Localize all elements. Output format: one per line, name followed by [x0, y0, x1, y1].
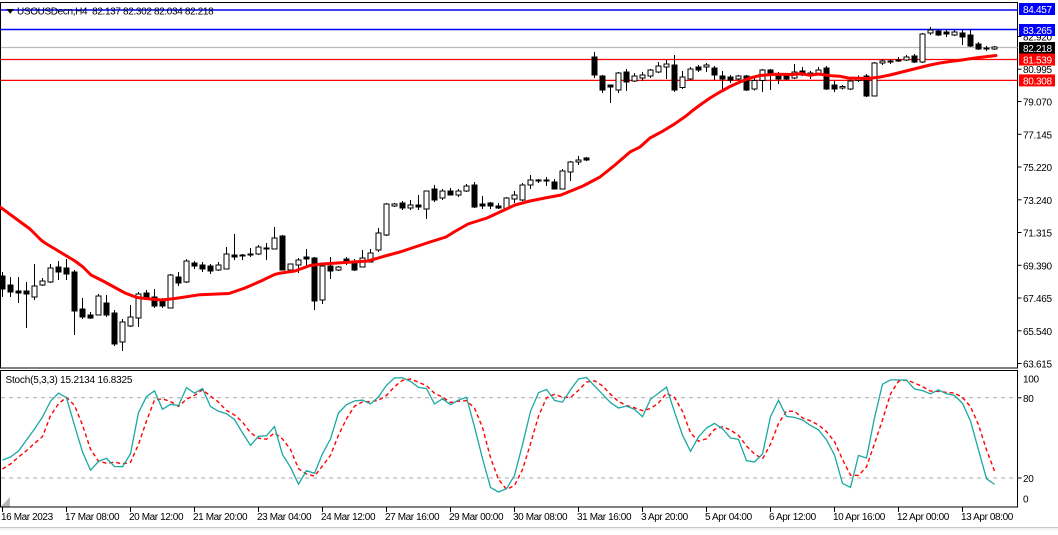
- svg-text:84.457: 84.457: [1023, 5, 1053, 16]
- svg-text:0: 0: [1023, 495, 1029, 506]
- svg-text:6 Apr 12:00: 6 Apr 12:00: [769, 512, 817, 523]
- svg-text:20: 20: [1023, 474, 1034, 485]
- svg-text:20 Mar 12:00: 20 Mar 12:00: [129, 512, 184, 523]
- svg-text:3 Apr 20:00: 3 Apr 20:00: [641, 512, 689, 523]
- svg-text:65.540: 65.540: [1023, 327, 1053, 338]
- svg-text:67.465: 67.465: [1023, 294, 1053, 305]
- svg-text:10 Apr 16:00: 10 Apr 16:00: [833, 512, 886, 523]
- svg-text:29 Mar 00:00: 29 Mar 00:00: [449, 512, 504, 523]
- svg-text:83.265: 83.265: [1023, 26, 1053, 37]
- svg-text:79.070: 79.070: [1023, 98, 1053, 109]
- svg-text:80.308: 80.308: [1023, 76, 1053, 87]
- svg-text:13 Apr 08:00: 13 Apr 08:00: [961, 512, 1014, 523]
- svg-text:USOUSDecn,H4 82.137 82.302 82: USOUSDecn,H4 82.137 82.302 82.034 82.218: [17, 7, 214, 18]
- svg-text:5 Apr 04:00: 5 Apr 04:00: [705, 512, 753, 523]
- svg-text:16 Mar 2023: 16 Mar 2023: [1, 512, 54, 523]
- svg-text:82.920: 82.920: [1023, 33, 1053, 44]
- svg-text:17 Mar 08:00: 17 Mar 08:00: [65, 512, 120, 523]
- svg-text:77.145: 77.145: [1023, 130, 1053, 141]
- svg-text:23 Mar 04:00: 23 Mar 04:00: [257, 512, 312, 523]
- svg-text:31 Mar 16:00: 31 Mar 16:00: [577, 512, 632, 523]
- svg-text:Stoch(5,3,3) 15.2134 16.8325: Stoch(5,3,3) 15.2134 16.8325: [6, 375, 133, 386]
- svg-text:27 Mar 16:00: 27 Mar 16:00: [385, 512, 440, 523]
- svg-text:75.220: 75.220: [1023, 163, 1053, 174]
- svg-text:71.315: 71.315: [1023, 229, 1053, 240]
- svg-text:80: 80: [1023, 394, 1034, 405]
- svg-text:73.240: 73.240: [1023, 196, 1053, 207]
- svg-text:63.615: 63.615: [1023, 360, 1053, 371]
- svg-text:69.390: 69.390: [1023, 261, 1053, 272]
- svg-text:12 Apr 00:00: 12 Apr 00:00: [897, 512, 950, 523]
- svg-text:21 Mar 20:00: 21 Mar 20:00: [193, 512, 248, 523]
- svg-text:81.539: 81.539: [1023, 56, 1053, 67]
- svg-text:80.995: 80.995: [1023, 65, 1053, 76]
- svg-text:100: 100: [1023, 375, 1040, 386]
- svg-text:30 Mar 08:00: 30 Mar 08:00: [513, 512, 568, 523]
- svg-text:24 Mar 12:00: 24 Mar 12:00: [321, 512, 376, 523]
- svg-text:82.218: 82.218: [1023, 44, 1053, 55]
